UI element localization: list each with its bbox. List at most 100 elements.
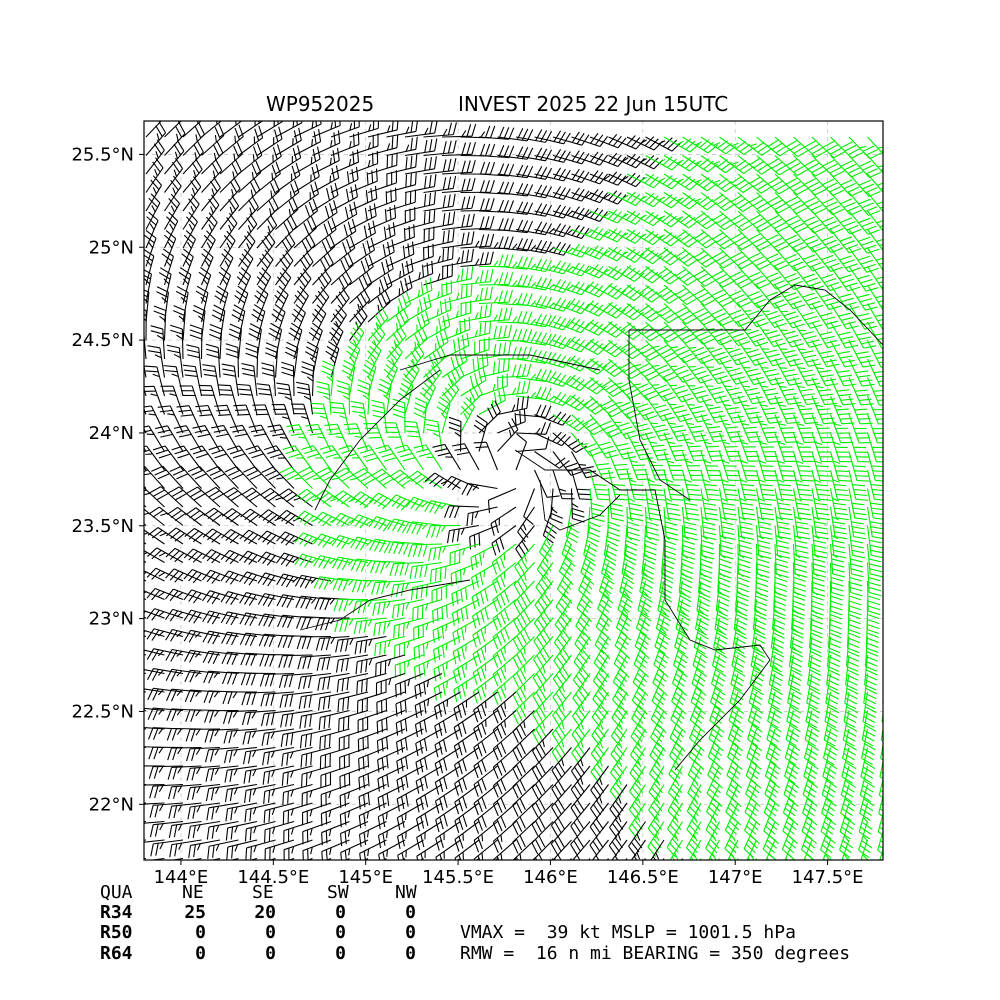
wind-barb <box>396 802 424 831</box>
wind-barb <box>201 212 218 249</box>
wind-barb <box>256 267 272 304</box>
wind-barb <box>314 597 350 611</box>
wind-barb <box>392 598 424 619</box>
wind-barb <box>774 562 788 598</box>
wind-barb <box>755 488 775 521</box>
wind-barb <box>692 636 708 673</box>
wind-barb <box>377 802 406 830</box>
wind-barb <box>294 553 332 568</box>
wind-barb <box>792 469 814 501</box>
wind-barb <box>551 710 572 745</box>
wind-barb <box>404 121 438 138</box>
wind-barb <box>848 321 877 349</box>
wind-barb <box>441 231 475 249</box>
wind-barb <box>830 192 863 216</box>
wind-barb <box>811 247 843 273</box>
wind-barb <box>254 285 269 323</box>
wind-barb <box>144 466 147 471</box>
wind-barb <box>350 536 387 551</box>
wind-barb <box>571 338 608 356</box>
wind-barb <box>312 286 330 323</box>
wind-barb <box>376 691 406 715</box>
wind-barb <box>441 248 475 268</box>
wind-barb <box>168 820 202 838</box>
wind-barb <box>515 147 553 162</box>
wind-barb <box>349 133 379 157</box>
wind-barb <box>219 121 243 138</box>
wind-barb <box>224 783 258 803</box>
wind-barb <box>867 303 883 330</box>
wind-barb <box>705 821 720 858</box>
wind-barb <box>793 173 827 196</box>
wind-barb <box>318 709 350 731</box>
wind-barb <box>531 765 554 800</box>
wind-barb <box>404 243 434 268</box>
wind-barb <box>700 266 735 288</box>
wind-barb <box>189 445 221 471</box>
wind-barb <box>497 310 533 324</box>
wind-barb <box>829 451 852 482</box>
wind-barb <box>434 784 461 814</box>
wind-barb <box>492 617 517 650</box>
wind-barb <box>700 340 732 365</box>
wind-barb <box>793 358 821 387</box>
wind-barb <box>330 166 359 193</box>
wind-barb <box>238 231 256 267</box>
wind-barb <box>517 506 535 543</box>
wind-barb <box>367 187 397 212</box>
wind-barb <box>147 668 184 681</box>
wind-barb <box>631 691 648 729</box>
wind-barb <box>386 325 407 360</box>
table-cell: 0 <box>405 922 416 943</box>
wind-barb <box>512 654 535 688</box>
wind-barb <box>847 599 861 635</box>
wind-barb <box>804 710 820 747</box>
wind-barb <box>792 562 807 597</box>
wind-barb <box>867 284 883 311</box>
wind-barb <box>663 395 693 422</box>
wind-barb <box>192 304 206 341</box>
wind-barb <box>305 423 332 452</box>
wind-barb <box>144 248 155 286</box>
wind-barb <box>432 443 461 471</box>
wind-barb <box>423 158 457 175</box>
wind-barb <box>637 580 653 618</box>
wind-barb <box>613 636 631 673</box>
wind-barb <box>220 611 258 626</box>
streamline <box>314 369 441 511</box>
wind-barb <box>617 580 634 618</box>
wind-barb <box>666 821 683 858</box>
wind-barb <box>829 395 855 425</box>
wind-barb <box>774 340 804 367</box>
wind-barb <box>822 747 838 784</box>
wind-barb <box>387 518 424 534</box>
wind-barb <box>700 469 721 501</box>
wind-barb <box>321 839 350 860</box>
wind-barb <box>513 599 535 633</box>
wind-barb <box>203 670 239 684</box>
wind-barb <box>276 382 295 415</box>
wind-barb <box>300 746 332 768</box>
wind-barb <box>278 654 313 668</box>
wind-barb <box>667 802 683 839</box>
wind-barb <box>169 465 202 489</box>
wind-barb <box>184 649 221 663</box>
wind-barb <box>330 287 350 323</box>
wind-barb <box>383 422 406 452</box>
wind-barb <box>205 783 239 802</box>
wind-barb <box>293 268 312 304</box>
wind-barb <box>578 562 595 599</box>
wind-barb <box>415 728 443 756</box>
wind-barb <box>185 728 221 742</box>
wind-barb <box>144 726 165 730</box>
wind-barb <box>320 802 350 827</box>
wind-barb <box>352 468 387 489</box>
wind-barb <box>372 598 406 616</box>
wind-barb <box>667 784 683 821</box>
wind-barb <box>153 305 167 341</box>
wind-barb <box>202 364 221 397</box>
wind-barb <box>606 858 609 860</box>
wind-barb <box>886 600 898 634</box>
x-tick-label: 147°E <box>708 867 763 888</box>
wind-barb <box>859 784 875 821</box>
